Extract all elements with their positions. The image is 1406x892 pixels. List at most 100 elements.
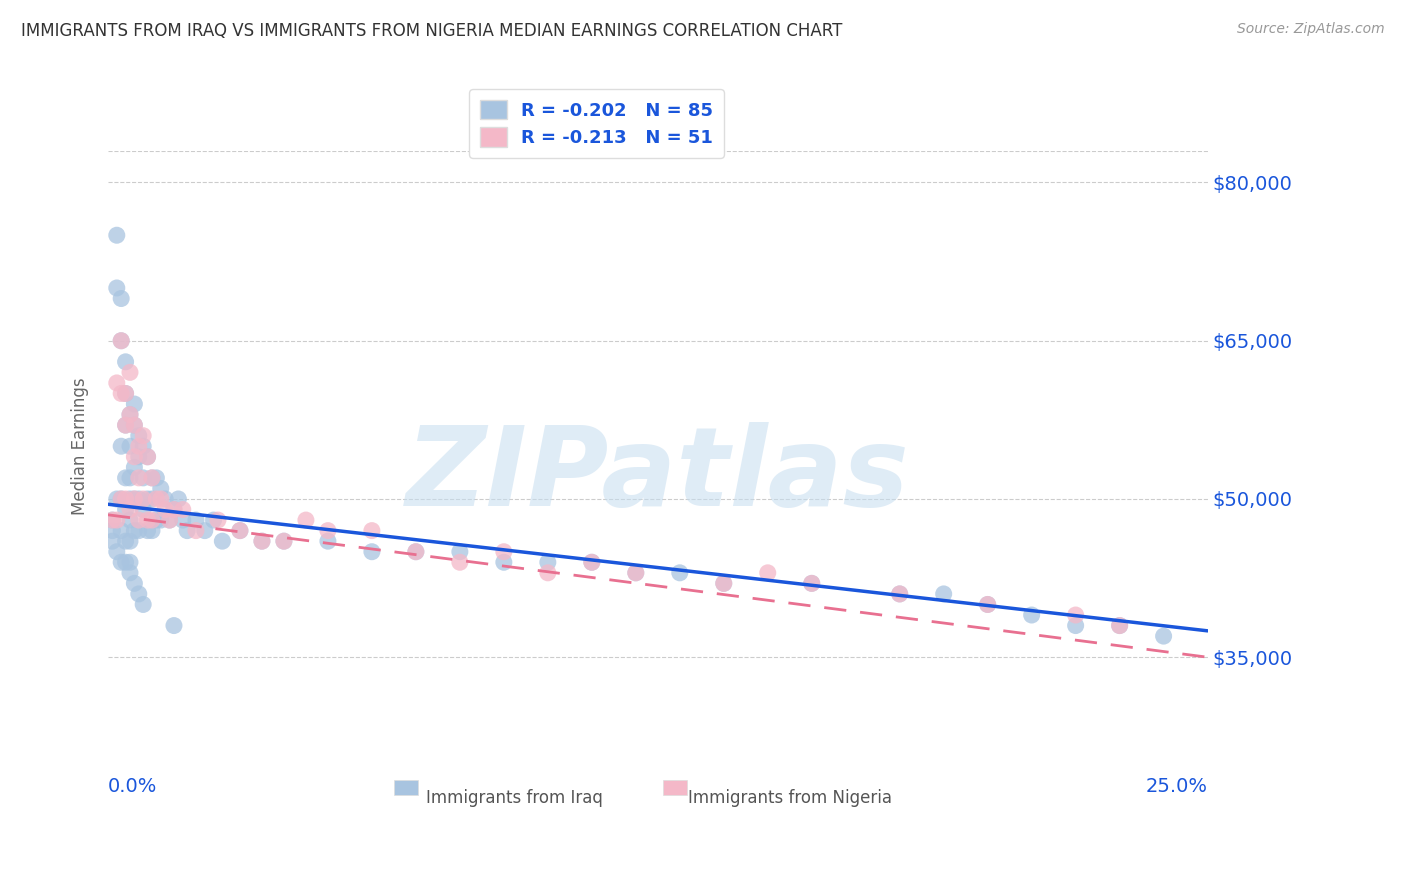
Text: Immigrants from Iraq: Immigrants from Iraq: [426, 789, 603, 807]
Point: [110, 334, 132, 348]
Point: [492, 545, 515, 559]
Point: [114, 502, 136, 516]
Point: [128, 587, 150, 601]
Point: [405, 545, 427, 559]
Point: [132, 428, 155, 442]
Point: [976, 598, 998, 612]
Point: [141, 471, 163, 485]
Point: [713, 576, 735, 591]
Point: [118, 566, 141, 580]
Point: [176, 524, 198, 538]
Point: [713, 576, 735, 591]
Point: [361, 524, 384, 538]
Point: [932, 587, 955, 601]
Point: [114, 386, 136, 401]
Point: [110, 386, 132, 401]
Point: [118, 491, 141, 506]
Point: [145, 513, 167, 527]
Point: [118, 502, 141, 516]
Point: [1064, 618, 1087, 632]
Point: [118, 365, 141, 379]
Point: [211, 534, 233, 549]
Point: [110, 334, 132, 348]
Text: 0.0%: 0.0%: [108, 777, 157, 796]
Point: [250, 534, 273, 549]
Point: [114, 491, 136, 506]
Point: [800, 576, 823, 591]
Point: [492, 555, 515, 569]
Point: [114, 555, 136, 569]
Text: IMMIGRANTS FROM IRAQ VS IMMIGRANTS FROM NIGERIA MEDIAN EARNINGS CORRELATION CHAR: IMMIGRANTS FROM IRAQ VS IMMIGRANTS FROM …: [21, 22, 842, 40]
Point: [316, 534, 339, 549]
Point: [128, 450, 150, 464]
Point: [132, 502, 155, 516]
Point: [207, 513, 229, 527]
Point: [316, 524, 339, 538]
Point: [163, 502, 186, 516]
Point: [159, 513, 181, 527]
Point: [145, 491, 167, 506]
Point: [136, 513, 159, 527]
Point: [167, 491, 190, 506]
Point: [184, 524, 207, 538]
Point: [1153, 629, 1175, 643]
Point: [194, 524, 217, 538]
Point: [101, 534, 124, 549]
Text: Source: ZipAtlas.com: Source: ZipAtlas.com: [1237, 22, 1385, 37]
Point: [118, 534, 141, 549]
Point: [132, 491, 155, 506]
Point: [128, 428, 150, 442]
Point: [149, 491, 172, 506]
Point: [581, 555, 603, 569]
Point: [118, 513, 141, 527]
Point: [159, 513, 181, 527]
Point: [118, 439, 141, 453]
Point: [124, 418, 146, 433]
Point: [105, 545, 128, 559]
Point: [976, 598, 998, 612]
Point: [273, 534, 295, 549]
Point: [1064, 607, 1087, 622]
Point: [136, 450, 159, 464]
Point: [141, 513, 163, 527]
Point: [128, 524, 150, 538]
Point: [124, 450, 146, 464]
Point: [110, 292, 132, 306]
Point: [361, 545, 384, 559]
Point: [149, 482, 172, 496]
Point: [141, 491, 163, 506]
Point: [105, 228, 128, 243]
Point: [114, 534, 136, 549]
Point: [110, 439, 132, 453]
Point: [110, 555, 132, 569]
Point: [118, 471, 141, 485]
Text: ZIPatlas: ZIPatlas: [406, 422, 910, 529]
Point: [136, 524, 159, 538]
Point: [110, 524, 132, 538]
Point: [537, 555, 560, 569]
Point: [124, 460, 146, 475]
Point: [537, 566, 560, 580]
Point: [136, 491, 159, 506]
Point: [124, 576, 146, 591]
Point: [229, 524, 252, 538]
Point: [141, 471, 163, 485]
Point: [136, 450, 159, 464]
Point: [110, 491, 132, 506]
Point: [163, 502, 186, 516]
Point: [668, 566, 690, 580]
FancyBboxPatch shape: [664, 780, 688, 795]
Point: [449, 555, 471, 569]
Point: [114, 355, 136, 369]
Point: [229, 524, 252, 538]
Point: [295, 513, 318, 527]
Text: Immigrants from Nigeria: Immigrants from Nigeria: [688, 789, 891, 807]
Point: [149, 513, 172, 527]
Point: [114, 471, 136, 485]
Point: [101, 513, 124, 527]
Point: [163, 618, 186, 632]
Point: [114, 418, 136, 433]
Point: [105, 513, 128, 527]
Point: [124, 524, 146, 538]
Point: [124, 397, 146, 411]
